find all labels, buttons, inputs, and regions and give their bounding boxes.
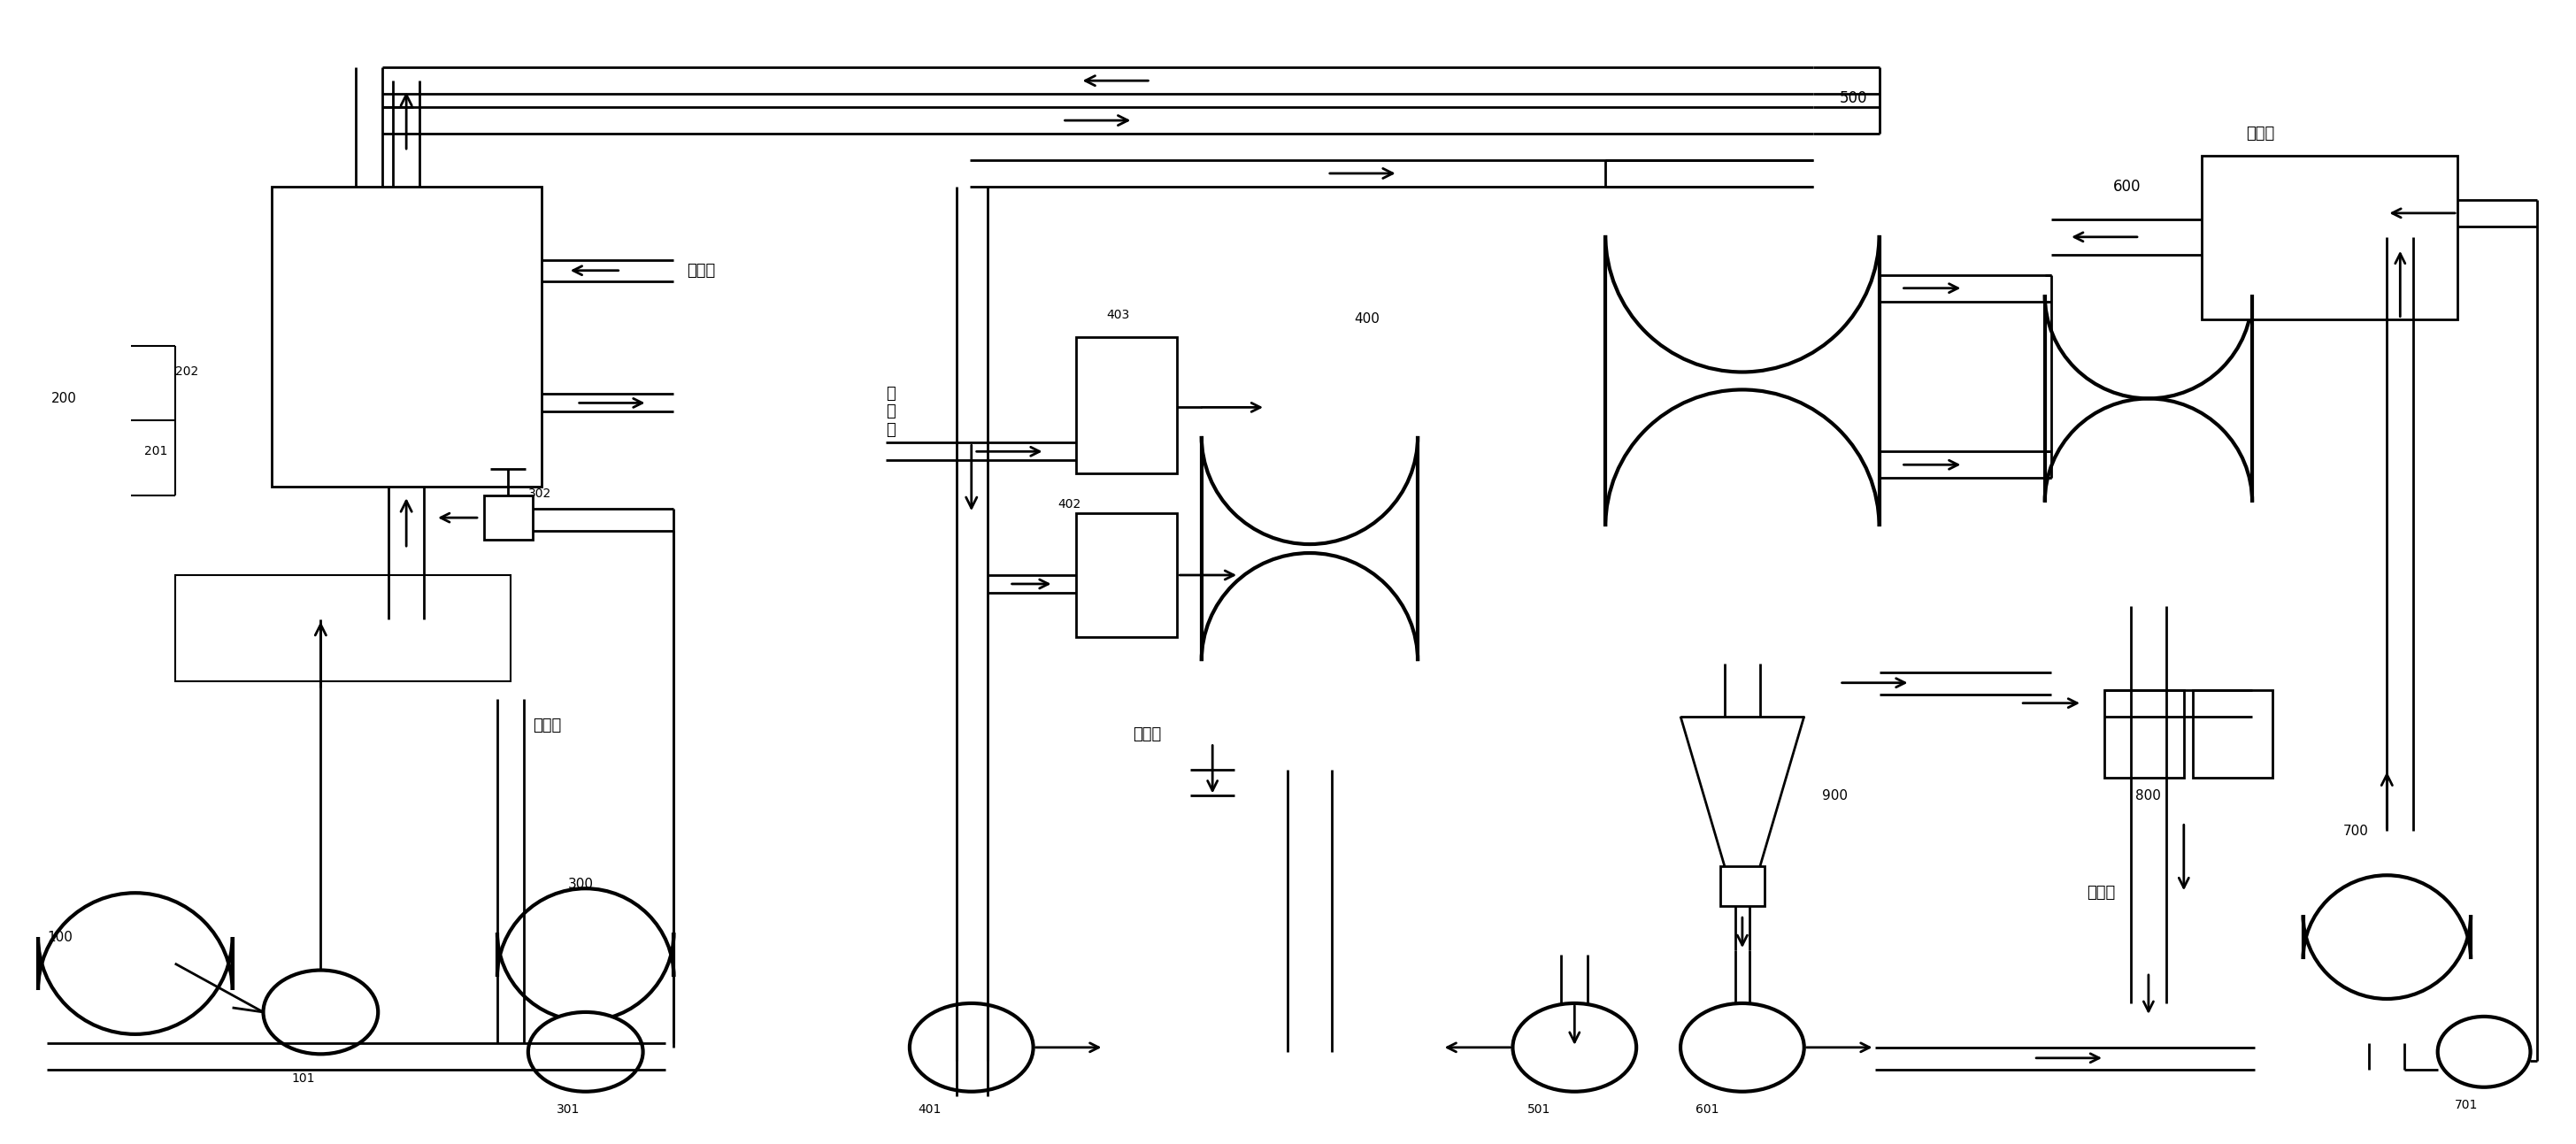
- Text: 701: 701: [2455, 1098, 2478, 1111]
- Text: 100: 100: [46, 930, 72, 944]
- Text: 400: 400: [1355, 312, 1378, 326]
- Text: 结晶盐: 结晶盐: [2087, 885, 2115, 900]
- Bar: [2192, 690, 2272, 778]
- Bar: [2105, 690, 2184, 778]
- Text: 生蒸汽: 生蒸汽: [688, 262, 716, 278]
- Text: 500: 500: [1839, 90, 1868, 106]
- Text: 原料池: 原料池: [2246, 126, 2275, 142]
- Text: 302: 302: [528, 487, 551, 500]
- Text: 800: 800: [2136, 789, 2161, 802]
- Bar: [175, 575, 510, 681]
- Text: 600: 600: [2112, 178, 2141, 194]
- Text: 202: 202: [175, 366, 198, 379]
- Ellipse shape: [2437, 1017, 2530, 1087]
- Text: 601: 601: [1695, 1103, 1718, 1115]
- Text: 200: 200: [52, 392, 77, 405]
- Text: 201: 201: [144, 445, 167, 458]
- Bar: [1077, 514, 1177, 637]
- Ellipse shape: [528, 1012, 644, 1091]
- Ellipse shape: [1680, 1003, 1803, 1091]
- Text: 冷凝水: 冷凝水: [1133, 726, 1162, 742]
- Bar: [1721, 866, 1765, 906]
- Text: 生
蒸
汽: 生 蒸 汽: [886, 386, 896, 438]
- Ellipse shape: [263, 970, 379, 1054]
- Ellipse shape: [909, 1003, 1033, 1091]
- Text: 700: 700: [2342, 825, 2367, 837]
- Text: 501: 501: [1528, 1103, 1551, 1115]
- Bar: [484, 495, 533, 540]
- Text: 冷凝水: 冷凝水: [533, 717, 562, 733]
- Text: 301: 301: [556, 1103, 580, 1115]
- Text: 402: 402: [1059, 499, 1082, 510]
- Bar: [1077, 336, 1177, 474]
- Text: 101: 101: [291, 1072, 314, 1085]
- Ellipse shape: [1512, 1003, 1636, 1091]
- Text: 403: 403: [1108, 309, 1131, 320]
- Text: 401: 401: [917, 1103, 943, 1115]
- Text: 900: 900: [1821, 789, 1847, 802]
- Text: 300: 300: [567, 877, 592, 891]
- Bar: [273, 186, 541, 487]
- Bar: [2202, 156, 2458, 319]
